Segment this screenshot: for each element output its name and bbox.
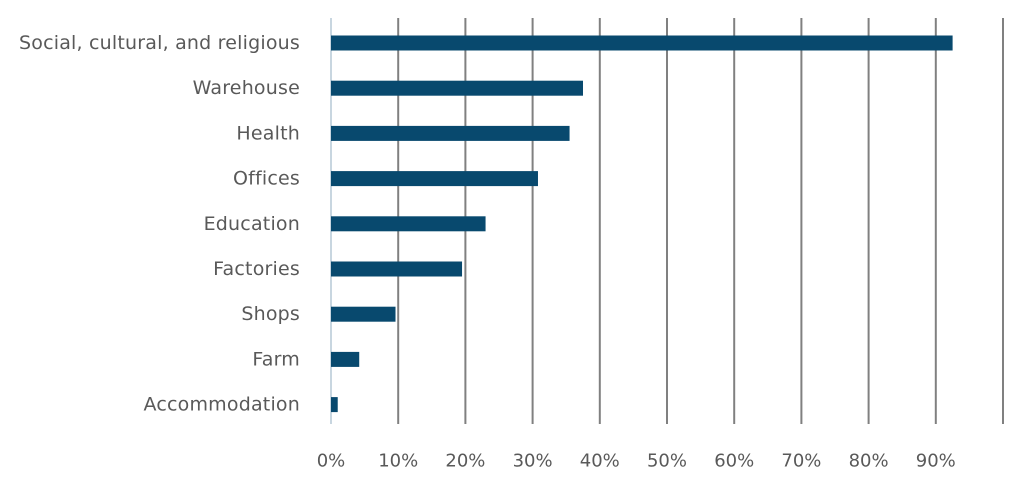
x-tick-label: 50%: [647, 451, 687, 472]
category-label: Health: [236, 122, 300, 144]
bar-farm: [331, 351, 360, 367]
bar-health: [331, 125, 570, 141]
bar-factories: [331, 261, 463, 277]
category-label: Shops: [241, 303, 300, 325]
x-tick-label: 80%: [849, 451, 889, 472]
category-label: Warehouse: [193, 77, 300, 99]
category-label: Accommodation: [143, 394, 300, 416]
category-label: Social, cultural, and religious: [19, 32, 300, 54]
x-tick-label: 90%: [916, 451, 956, 472]
x-tick-label: 70%: [781, 451, 821, 472]
bars: [331, 35, 953, 413]
bar-shops: [331, 306, 396, 322]
x-tick-label: 30%: [513, 451, 553, 472]
bar-offices: [331, 171, 538, 187]
x-tick-labels: 0% 10% 20% 30% 40% 50% 60% 70% 80% 90%: [317, 451, 956, 472]
bar-accommodation: [331, 397, 338, 413]
x-tick-label: 10%: [378, 451, 418, 472]
category-label: Offices: [233, 168, 300, 190]
category-label: Education: [204, 213, 300, 235]
x-tick-label: 40%: [580, 451, 620, 472]
x-tick-label: 60%: [714, 451, 754, 472]
category-label: Farm: [252, 348, 300, 370]
category-label: Factories: [213, 258, 300, 280]
bar-social-cultural-and-religious: [331, 35, 953, 51]
category-labels: Social, cultural, and religious Warehouse…: [19, 32, 300, 416]
x-tick-label: 0%: [317, 451, 346, 472]
x-tick-label: 20%: [445, 451, 485, 472]
bar-warehouse: [331, 80, 583, 96]
bar-education: [331, 216, 486, 232]
